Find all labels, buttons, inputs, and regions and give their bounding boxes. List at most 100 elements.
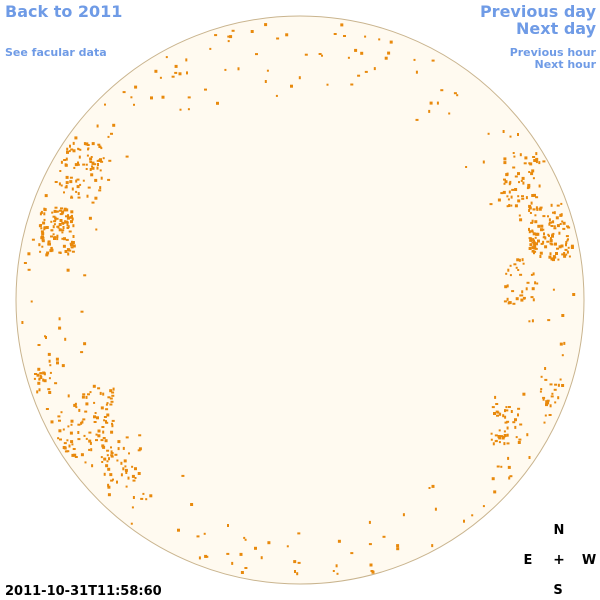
speck: [205, 555, 209, 558]
speck: [187, 96, 191, 99]
speck: [266, 69, 269, 72]
speck: [505, 406, 508, 409]
speck: [498, 436, 502, 440]
speck: [125, 436, 129, 439]
speck: [553, 388, 557, 391]
speck: [107, 483, 110, 487]
speck: [550, 395, 554, 398]
speck: [46, 251, 50, 255]
speck: [542, 398, 545, 401]
speck: [39, 374, 42, 378]
speck: [105, 408, 109, 411]
speck: [508, 476, 511, 480]
back-link[interactable]: Back to 2011: [5, 2, 122, 21]
speck: [41, 245, 44, 248]
speck: [527, 185, 531, 189]
speck: [74, 456, 78, 458]
speck: [171, 75, 175, 78]
speck: [396, 544, 400, 548]
speck: [506, 420, 510, 423]
speck: [89, 441, 92, 445]
speck: [531, 246, 534, 250]
speck: [134, 467, 137, 471]
compass-south: S: [553, 583, 562, 598]
speck: [561, 220, 564, 223]
speck: [396, 547, 400, 551]
speck: [513, 155, 516, 158]
speck: [125, 155, 129, 158]
facular-specks: [21, 23, 576, 576]
speck: [509, 135, 512, 138]
speck: [371, 570, 375, 574]
speck: [293, 560, 297, 564]
speck: [99, 169, 102, 172]
speck: [276, 37, 280, 40]
speck: [519, 423, 523, 426]
speck: [539, 390, 542, 393]
speck: [562, 227, 566, 230]
speck: [127, 476, 130, 480]
speck: [110, 132, 113, 135]
speck: [100, 176, 103, 180]
speck: [529, 243, 533, 247]
speck: [77, 192, 80, 196]
speck: [548, 234, 550, 237]
speck: [431, 484, 435, 488]
speck: [62, 244, 66, 248]
speck: [57, 225, 60, 229]
speck: [224, 68, 227, 71]
speck: [550, 257, 554, 261]
previous-day-link[interactable]: Previous day: [480, 2, 597, 21]
speck: [378, 38, 381, 41]
speck: [83, 142, 86, 146]
speck: [506, 297, 509, 301]
speck: [47, 388, 51, 391]
speck: [95, 439, 98, 442]
compass-center: +: [553, 552, 565, 568]
speck: [541, 228, 545, 231]
speck: [503, 161, 507, 165]
previous-hour-link[interactable]: Previous hour: [510, 46, 597, 59]
speck: [47, 243, 50, 245]
speck: [138, 447, 142, 451]
speck: [512, 421, 516, 424]
speck: [58, 209, 62, 212]
speck: [95, 228, 98, 231]
speck: [520, 298, 524, 302]
speck: [65, 215, 67, 218]
speck: [110, 446, 112, 449]
speck: [96, 416, 99, 420]
speck: [63, 159, 67, 161]
speck: [521, 290, 524, 294]
speck: [45, 253, 49, 257]
next-hour-link[interactable]: Next hour: [535, 58, 597, 71]
speck: [491, 406, 495, 409]
speck: [529, 162, 533, 166]
speck: [109, 389, 113, 393]
facular-link[interactable]: See facular data: [5, 46, 107, 59]
speck: [536, 207, 539, 211]
speck: [555, 252, 558, 255]
speck: [27, 268, 31, 271]
speck: [43, 379, 47, 383]
speck: [559, 223, 562, 225]
speck: [318, 53, 322, 55]
speck: [73, 453, 77, 457]
speck: [120, 461, 123, 465]
speck: [117, 440, 121, 444]
speck: [250, 30, 254, 33]
speck: [45, 408, 49, 410]
speck: [61, 231, 64, 234]
speck: [542, 215, 546, 218]
speck: [103, 472, 106, 476]
speck: [504, 421, 508, 424]
speck: [150, 96, 153, 100]
speck: [239, 552, 243, 556]
speck: [510, 204, 513, 207]
speck: [58, 223, 62, 226]
speck: [554, 383, 558, 386]
next-day-link[interactable]: Next day: [516, 19, 597, 38]
speck: [343, 35, 346, 37]
speck: [134, 477, 137, 479]
speck: [65, 220, 68, 224]
